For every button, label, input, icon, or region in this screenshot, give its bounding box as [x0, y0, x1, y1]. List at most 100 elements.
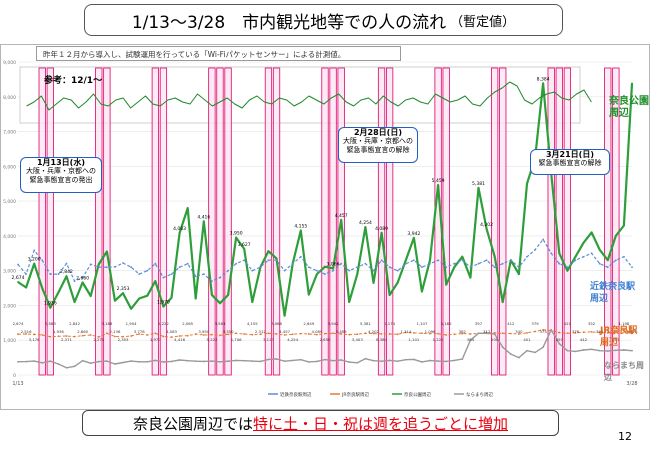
data-point [186, 207, 189, 209]
data-point [138, 297, 141, 300]
data-point [307, 293, 310, 296]
data-point [340, 219, 343, 221]
data-point [170, 296, 173, 299]
data-label: 3,188 [101, 321, 112, 326]
data-label: 2,660 [76, 275, 89, 281]
data-point [364, 226, 367, 228]
data-point [105, 250, 108, 253]
data-point [227, 333, 229, 336]
data-label: 2,271 [93, 337, 104, 342]
data-point [469, 339, 472, 342]
data-point [283, 334, 286, 336]
data-point [33, 333, 36, 336]
data-label: 1,936 [53, 329, 64, 334]
data-point [412, 237, 415, 239]
data-point [122, 292, 124, 295]
data-point [186, 334, 189, 337]
data-point [582, 349, 585, 351]
data-label: 2,660 [77, 329, 88, 334]
data-point [210, 280, 213, 282]
data-point [316, 360, 318, 363]
data-point [606, 350, 609, 352]
data-point [372, 359, 375, 362]
data-point [17, 281, 19, 283]
data-point [396, 333, 399, 336]
data-label: 2,222 [158, 321, 169, 326]
data-point [324, 265, 326, 268]
data-label: 4,254 [359, 220, 372, 226]
data-label: 4,457 [335, 213, 348, 219]
data-point [114, 363, 116, 365]
data-point [566, 269, 569, 272]
data-point [178, 335, 181, 337]
data-point [73, 335, 76, 338]
data-point [194, 275, 197, 278]
annotation-line: 緊急事態宣言の発出 [29, 176, 93, 184]
data-point [307, 361, 310, 363]
holiday-highlight [272, 67, 281, 376]
page-number: 12 [618, 430, 632, 443]
data-point [49, 273, 52, 275]
data-point [542, 82, 545, 85]
data-point [623, 255, 625, 258]
data-point [445, 334, 448, 336]
data-label: 3,942 [407, 231, 420, 237]
data-point [49, 306, 52, 309]
data-point [469, 276, 472, 279]
data-label: 1,224 [433, 337, 444, 342]
data-label: 4,083 [173, 226, 186, 232]
data-point [445, 283, 448, 286]
data-point [461, 255, 464, 258]
y-tick-label: 4,000 [3, 234, 16, 240]
data-label: 317 [483, 329, 491, 334]
data-point [210, 294, 213, 296]
data-point [509, 259, 512, 262]
data-point [582, 331, 585, 334]
data-point [550, 328, 553, 331]
data-point [380, 231, 383, 234]
y-tick-label: 8,000 [3, 95, 16, 101]
data-point [606, 332, 609, 334]
data-point [429, 332, 431, 335]
reference-inset [19, 66, 581, 124]
data-point [453, 266, 456, 269]
data-point [469, 333, 472, 335]
data-label: 3,950 [230, 231, 243, 237]
y-tick-label: 1,000 [3, 338, 16, 344]
data-point [517, 356, 520, 359]
data-point [202, 360, 205, 363]
reference-label: 参考：12/1～ [44, 76, 103, 86]
data-label: 412 [507, 321, 515, 326]
data-point [154, 359, 157, 362]
data-point [388, 266, 391, 269]
data-point [493, 255, 496, 258]
data-point [89, 263, 92, 266]
data-point [105, 266, 108, 269]
data-label: 352 [588, 321, 596, 326]
data-label: 3,200 [28, 257, 41, 263]
data-point [49, 360, 52, 363]
data-point [122, 361, 124, 364]
data-point [33, 249, 36, 252]
data-label: 1,198 [618, 321, 629, 326]
holiday-highlight [612, 67, 620, 376]
data-point [178, 266, 181, 269]
data-point [364, 262, 367, 265]
data-point [25, 286, 27, 289]
data-point [340, 262, 343, 265]
side-label-nara-park: 奈良公園 周辺 [609, 96, 649, 119]
data-point [574, 350, 577, 353]
data-point [614, 234, 617, 237]
data-point [590, 330, 593, 333]
holiday-highlight [321, 67, 329, 376]
data-point [219, 360, 221, 363]
data-point [461, 259, 464, 262]
data-point [81, 359, 84, 362]
data-point [356, 273, 359, 276]
data-point [396, 360, 399, 363]
data-point [623, 349, 625, 351]
data-point [130, 307, 133, 310]
data-point [631, 332, 633, 335]
data-point [25, 360, 27, 363]
data-point [291, 333, 294, 336]
